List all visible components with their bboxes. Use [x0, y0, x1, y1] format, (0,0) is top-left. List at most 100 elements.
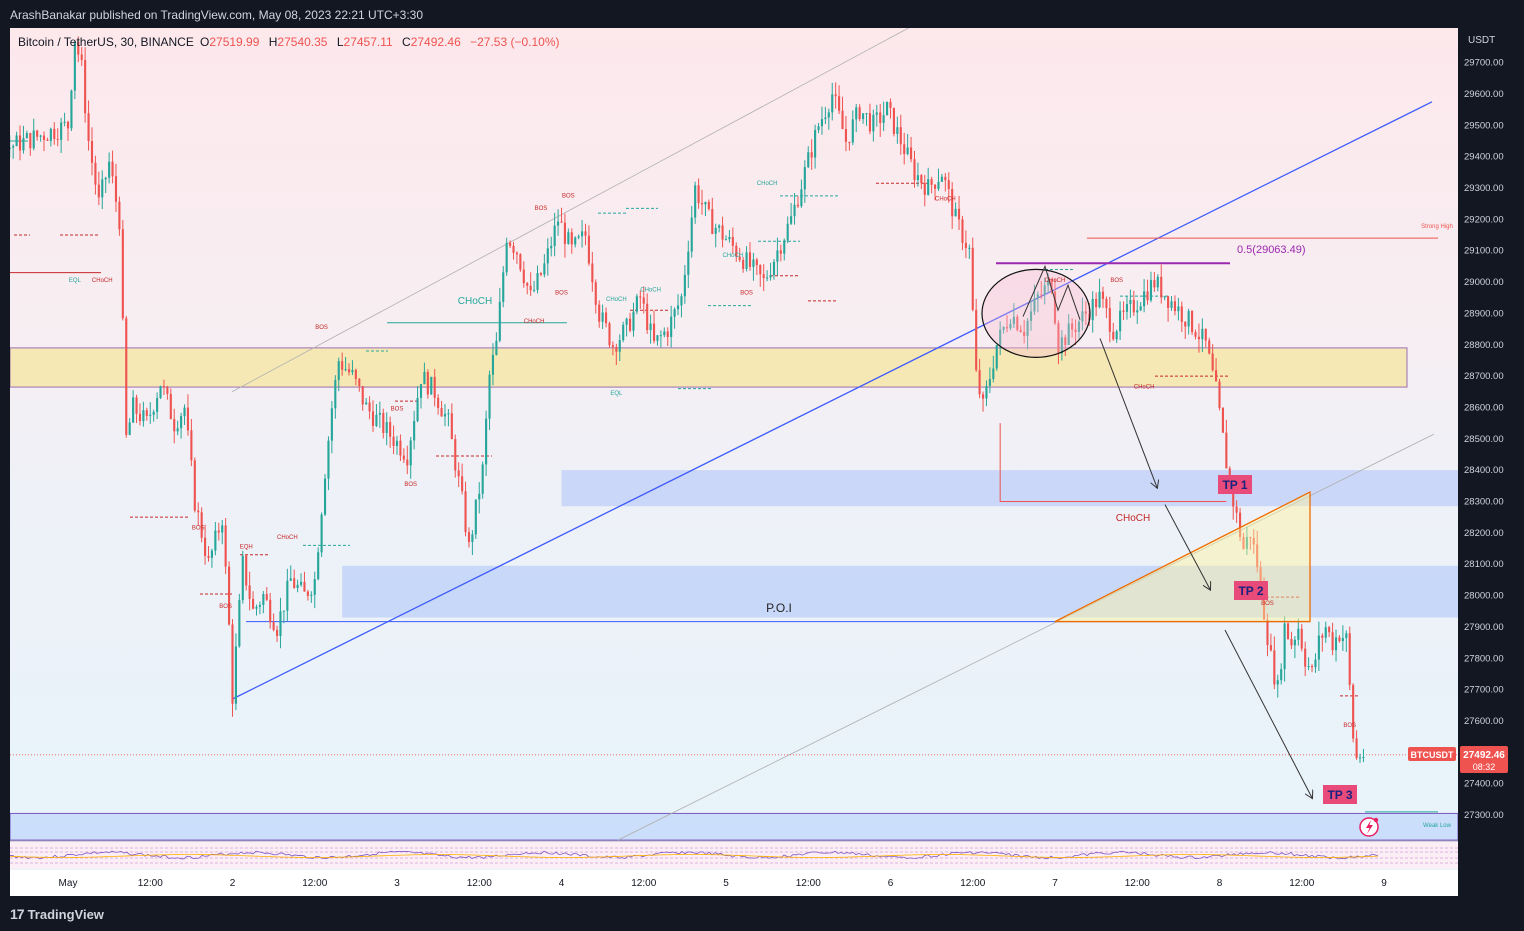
candle-body	[772, 261, 776, 276]
candle-body	[1341, 638, 1344, 642]
candle-body	[1156, 276, 1159, 288]
candle-body	[968, 247, 971, 249]
legend-change: −27.53 (−0.10%)	[470, 35, 559, 49]
candle-body	[330, 408, 333, 441]
candle-body	[700, 203, 704, 205]
candle-body	[286, 580, 289, 611]
candle-body	[162, 386, 166, 388]
candle-body	[810, 152, 813, 158]
candle-body	[1029, 311, 1033, 321]
candle-body	[474, 499, 477, 535]
candle-body	[1023, 331, 1026, 336]
candle-body	[323, 478, 327, 515]
candle-body	[36, 130, 39, 137]
candle-body	[204, 537, 207, 557]
candle-body	[656, 335, 659, 341]
price-axis[interactable]: 27300.0027400.0027500.0027600.0027700.00…	[1464, 58, 1504, 821]
candle-body	[437, 397, 440, 408]
candle-body	[1071, 323, 1074, 330]
candle-body	[735, 245, 738, 257]
candle-body	[844, 129, 848, 142]
candle-body	[77, 41, 80, 55]
candle-body	[985, 385, 988, 399]
time-axis[interactable]: May 12:00 2 12:00 3 12:00 4 12:00 5 12:00 6 12:00 7 1…	[59, 878, 1388, 889]
candle-body	[536, 273, 539, 290]
candle-body	[550, 246, 553, 249]
candle-body	[563, 222, 566, 244]
legend-open: 27519.99	[209, 35, 259, 49]
candle-body	[533, 289, 536, 291]
candle-body	[855, 107, 858, 120]
candle-body	[275, 629, 279, 636]
structure-label: BOS	[535, 206, 548, 212]
candle-body	[94, 162, 97, 185]
candle-body	[135, 397, 138, 414]
candle-body	[930, 179, 933, 185]
projection-arrow	[1224, 629, 1312, 798]
candle-body	[1180, 306, 1183, 322]
candle-body	[755, 259, 758, 266]
candle-body	[1290, 638, 1293, 646]
candle-body	[892, 107, 895, 134]
price-tick-label: 27900.00	[1464, 622, 1504, 633]
candle-body	[1259, 567, 1262, 584]
candle-body	[557, 221, 560, 226]
candle-body	[392, 436, 395, 447]
candle-body	[913, 159, 916, 181]
candle-body	[752, 259, 755, 267]
candle-body	[841, 110, 844, 130]
candle-body	[814, 129, 817, 158]
candle-body	[807, 152, 810, 168]
candle-body	[670, 316, 673, 337]
oscillator-signal-line	[9, 854, 1379, 858]
tradingview-logo[interactable]: 17 TradingView	[10, 906, 104, 922]
publisher-bar: ArashBanakar published on TradingView.co…	[0, 0, 1524, 28]
candle-body	[1307, 666, 1310, 668]
candle-body	[951, 189, 954, 217]
candle-body	[933, 184, 937, 189]
price-axis-background	[1458, 28, 1524, 870]
candle-body	[186, 407, 190, 431]
candle-body	[899, 127, 902, 145]
lightning-icon[interactable]	[1359, 817, 1379, 837]
candle-body	[481, 464, 484, 494]
candle-body	[457, 470, 460, 477]
candle-body	[84, 59, 87, 114]
price-chart[interactable]: EQL CHoCH BOS EQH BOS CHoCH BOS BOS BOS CHoCH BOS B…	[0, 0, 1524, 898]
price-tick-label: 29500.00	[1464, 120, 1504, 131]
candle-body	[659, 335, 662, 337]
candle-body	[1194, 332, 1197, 337]
candle-body	[467, 532, 471, 543]
legend-close: 27492.46	[411, 35, 461, 49]
tp2-label: TP 2	[1238, 584, 1263, 598]
candle-body	[402, 455, 405, 460]
candle-body	[910, 147, 913, 160]
price-axis-currency: USDT	[1468, 35, 1495, 46]
candle-body	[1122, 310, 1125, 312]
price-tick-label: 29600.00	[1464, 89, 1504, 100]
candle-body	[680, 296, 683, 306]
candle-body	[1338, 637, 1341, 642]
candle-body	[382, 412, 385, 433]
price-tick-label: 28600.00	[1464, 402, 1504, 413]
candle-body	[176, 428, 179, 432]
candle-body	[478, 493, 481, 500]
candle-body	[156, 398, 159, 412]
structure-label: BOS	[1110, 278, 1123, 284]
candle-body	[999, 329, 1002, 346]
candle-body	[190, 430, 193, 461]
candle-body	[1225, 432, 1228, 469]
candle-body	[769, 275, 772, 278]
candle-body	[337, 361, 340, 381]
candle-body	[406, 459, 409, 466]
legend-ohlc: O27519.99 H27540.35 L27457.11 C27492.46 …	[200, 35, 560, 49]
strong-high-label: Strong High	[1421, 224, 1453, 230]
candle-body	[5, 149, 7, 160]
candle-body	[231, 624, 234, 704]
candle-body	[1304, 648, 1307, 667]
candle-body	[1208, 340, 1211, 354]
candle-body	[687, 251, 690, 275]
candle-body	[1317, 635, 1320, 660]
candle-body	[1355, 738, 1358, 759]
candle-body	[46, 139, 49, 141]
